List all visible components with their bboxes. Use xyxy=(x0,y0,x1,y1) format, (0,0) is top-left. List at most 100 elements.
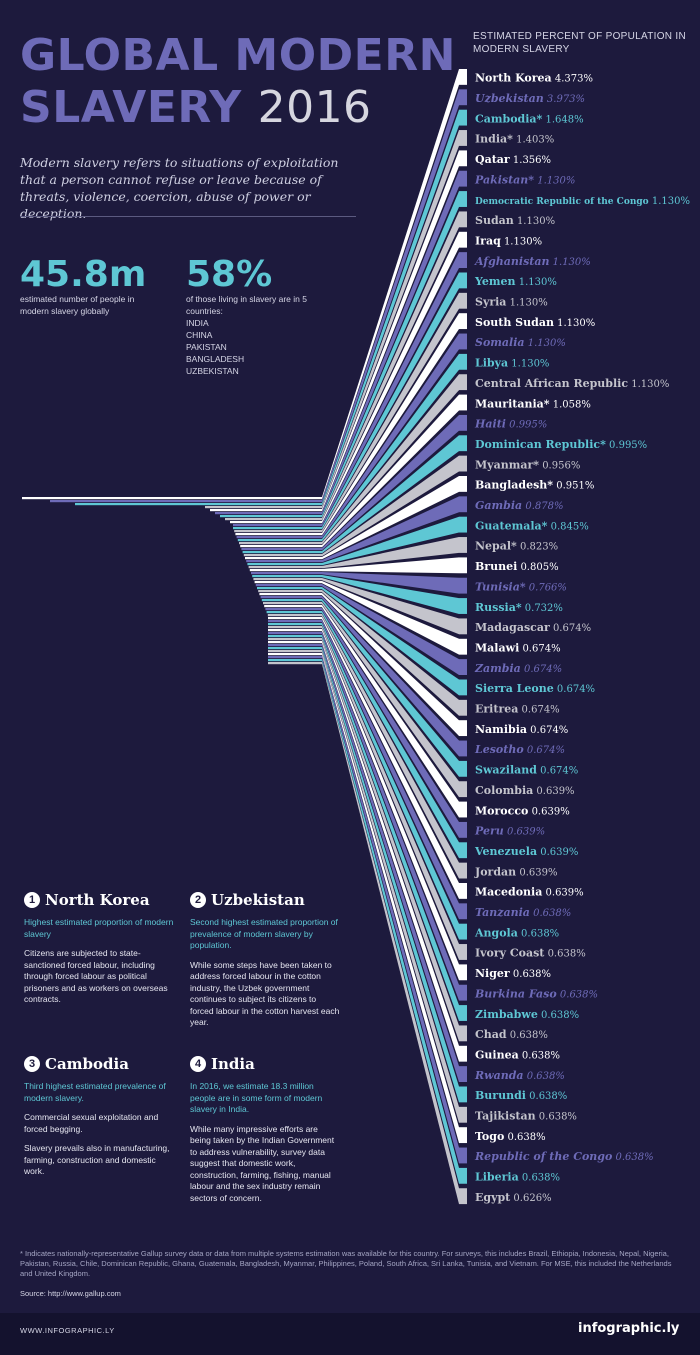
bar-band xyxy=(322,614,459,879)
bar xyxy=(459,598,467,614)
bar-label: Brunei 0.805% xyxy=(475,560,559,573)
footer-url[interactable]: WWW.INFOGRAPHIC.LY xyxy=(20,1326,115,1335)
bar-label-value: 0.674% xyxy=(537,766,578,777)
bar-stub xyxy=(268,623,322,626)
bar-label-value: 0.951% xyxy=(553,481,594,492)
bar xyxy=(459,699,467,716)
bar-label-value: 0.638% xyxy=(524,1071,565,1082)
bar-label-value: 0.674% xyxy=(554,684,595,695)
bar-stub xyxy=(255,584,322,587)
bar-label-name: Angola xyxy=(474,926,518,939)
brand-logo[interactable]: infographic.ly xyxy=(578,1321,680,1336)
bar xyxy=(459,496,467,513)
bar-stub xyxy=(261,599,322,602)
bar-band xyxy=(322,590,459,716)
bar-label-name: Lesotho xyxy=(474,743,524,756)
bar-label-value: 0.674% xyxy=(550,623,591,634)
bar-label: Tanzania 0.638% xyxy=(475,906,571,919)
bar-band xyxy=(322,629,459,981)
bar-label-name: Burundi xyxy=(475,1089,526,1102)
section-number: 2 xyxy=(190,892,206,908)
bar-label-name: Zimbabwe xyxy=(475,1008,538,1021)
bar-band xyxy=(322,656,459,1164)
bar-label-value: 0.639% xyxy=(533,786,574,797)
bar-stub xyxy=(257,587,322,590)
bar-label: North Korea 4.373% xyxy=(475,72,593,85)
bar-label: Zambia 0.674% xyxy=(474,662,562,675)
bar-band xyxy=(322,252,459,527)
bar-label-value: 0.674% xyxy=(524,745,565,756)
bar-stub xyxy=(268,641,322,644)
bar-band xyxy=(322,599,459,777)
bar-stub xyxy=(268,617,322,620)
bar-label: Libya 1.130% xyxy=(475,357,549,370)
bar-band xyxy=(322,632,459,1001)
bar xyxy=(459,557,467,574)
bar-label-value: 1.130% xyxy=(525,338,566,349)
bar xyxy=(459,455,467,472)
bar-label-value: 0.638% xyxy=(530,908,571,919)
bar-label: Zimbabwe 0.638% xyxy=(475,1008,579,1021)
bar-band xyxy=(322,635,459,1021)
bar-label: Swaziland 0.674% xyxy=(475,764,578,777)
bar-band xyxy=(322,150,459,512)
bar-label-name: Colombia xyxy=(475,784,533,797)
intro-text: Modern slavery refers to situations of e… xyxy=(20,155,339,221)
bar-stub xyxy=(266,611,322,614)
bar-band xyxy=(322,313,459,536)
bar-label-value: 1.648% xyxy=(542,114,583,125)
bar-label-name: Democratic Republic of the Congo xyxy=(475,197,649,207)
bar-label-value: 0.674% xyxy=(521,664,562,675)
bar-stub xyxy=(259,593,322,596)
bar-label: Gambia 0.878% xyxy=(475,499,563,512)
bar xyxy=(459,211,467,228)
title-line-2: SLAVERY xyxy=(20,82,242,133)
section-cambodia: 3 Cambodia Third highest estimated preval… xyxy=(24,1055,174,1178)
bar-label-value: 1.058% xyxy=(550,399,591,410)
bar xyxy=(459,130,467,146)
bar xyxy=(459,1066,467,1082)
bar-label-name: Tanzania xyxy=(475,906,530,919)
title-year: 2016 xyxy=(257,82,372,133)
bar-label: Syria 1.130% xyxy=(475,296,548,309)
bar xyxy=(459,1147,467,1164)
source-link[interactable]: Source: http://www.gallup.com xyxy=(20,1289,121,1298)
bar-stub xyxy=(247,563,322,566)
bar-label-value: 0.766% xyxy=(526,582,567,593)
bar-label-name: Haiti xyxy=(474,418,506,431)
bar-label-name: Madagascar xyxy=(475,621,550,634)
bar xyxy=(459,964,467,981)
section-body-2: Slavery prevails also in manufacturing, … xyxy=(24,1143,170,1176)
section-number: 1 xyxy=(24,892,40,908)
country-pakistan: PAKISTAN xyxy=(186,342,227,352)
bar-label: Macedonia 0.639% xyxy=(475,886,584,899)
country-india: INDIA xyxy=(186,318,209,328)
bar-label: India* 1.403% xyxy=(475,133,554,146)
bar xyxy=(459,252,467,268)
bar-band xyxy=(322,537,459,569)
bar-label: South Sudan 1.130% xyxy=(475,316,595,329)
bar xyxy=(459,781,467,798)
bar-stub xyxy=(268,662,322,665)
bar-stub xyxy=(268,650,322,653)
bar-band xyxy=(322,191,459,518)
bar-stub xyxy=(268,635,322,638)
bar-stub xyxy=(268,656,322,659)
bar xyxy=(459,69,467,85)
bar-label: Morocco 0.639% xyxy=(475,804,570,817)
section-body: Commercial sexual exploitation and force… xyxy=(24,1112,159,1134)
bar-stub xyxy=(210,509,322,512)
bar-label: Pakistan* 1.130% xyxy=(474,173,575,186)
bar xyxy=(459,760,467,777)
bar-stub xyxy=(268,638,322,641)
bar-band xyxy=(322,69,459,500)
section-heading: North Korea xyxy=(45,891,150,909)
stat-total-caption: estimated number of people in modern sla… xyxy=(20,294,135,316)
bar-band xyxy=(322,638,459,1042)
bar-label-value: 0.638% xyxy=(557,989,598,1000)
bar-label-name: Pakistan* xyxy=(474,173,534,186)
bar-label: Madagascar 0.674% xyxy=(475,621,591,634)
bar-label-name: Niger xyxy=(475,967,510,980)
bar-label-value: 1.130% xyxy=(554,318,595,329)
